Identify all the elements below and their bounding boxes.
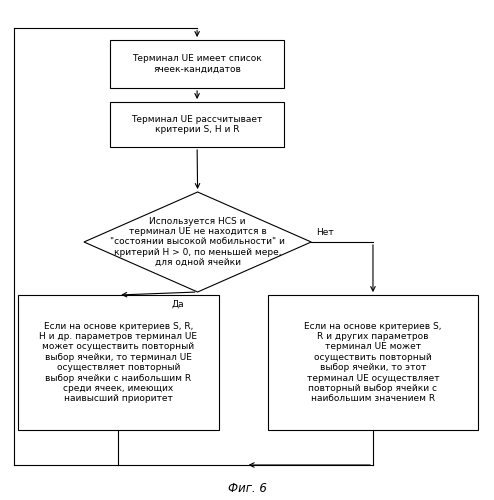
FancyBboxPatch shape bbox=[110, 40, 284, 88]
Text: Терминал UE имеет список
ячеек-кандидатов: Терминал UE имеет список ячеек-кандидато… bbox=[132, 54, 262, 74]
FancyBboxPatch shape bbox=[18, 295, 219, 430]
Text: Терминал UE рассчитывает
критерии S, H и R: Терминал UE рассчитывает критерии S, H и… bbox=[131, 115, 263, 134]
Text: Используется HCS и
терминал UE не находится в
"состоянии высокой мобильности" и
: Используется HCS и терминал UE не находи… bbox=[110, 216, 285, 268]
Text: Фиг. 6: Фиг. 6 bbox=[228, 482, 266, 496]
Polygon shape bbox=[84, 192, 311, 292]
Text: Если на основе критериев S,
R и других параметров
терминал UE может
осуществить : Если на основе критериев S, R и других п… bbox=[304, 322, 442, 404]
FancyBboxPatch shape bbox=[268, 295, 478, 430]
Text: Если на основе критериев S, R,
H и др. параметров терминал UE
может осуществить : Если на основе критериев S, R, H и др. п… bbox=[40, 322, 197, 404]
Text: Нет: Нет bbox=[316, 228, 334, 237]
Text: Да: Да bbox=[171, 300, 184, 308]
FancyBboxPatch shape bbox=[110, 102, 284, 147]
